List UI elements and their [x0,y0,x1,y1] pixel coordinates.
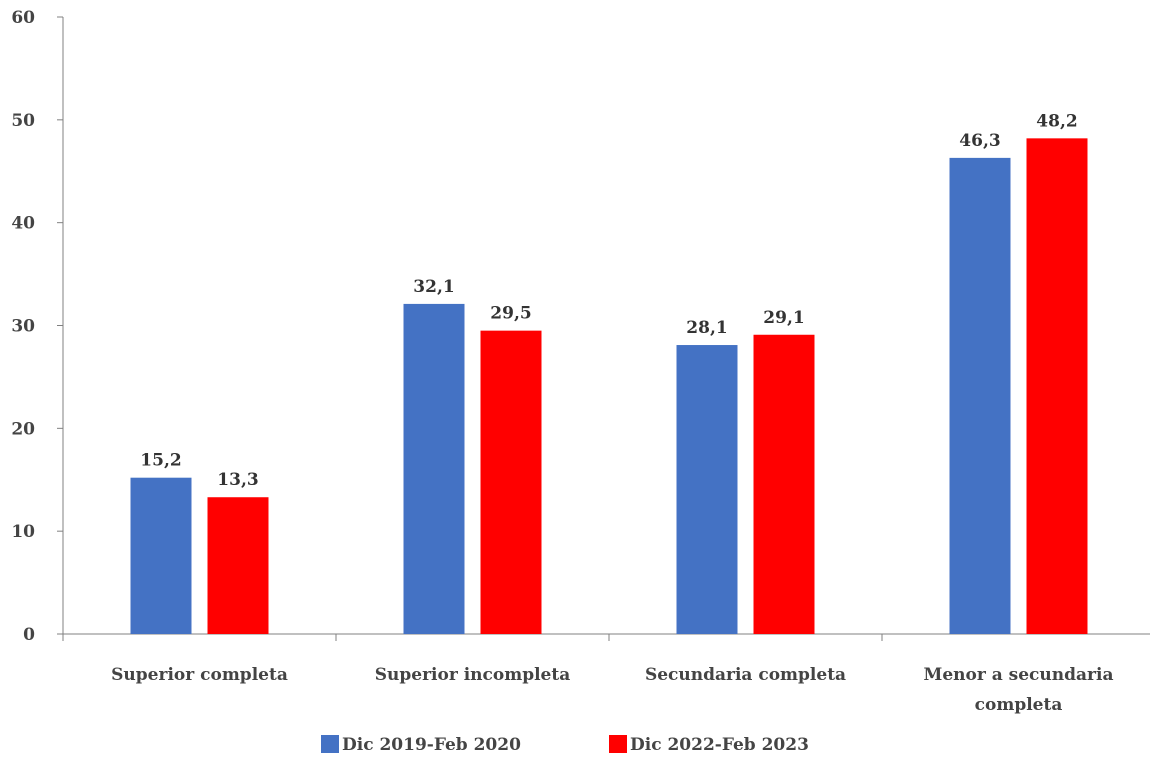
x-tick-label: Menor a secundaria [924,665,1114,685]
bar [1026,138,1088,635]
y-tick-label: 20 [11,419,35,439]
data-label: 13,3 [217,470,258,490]
data-label: 32,1 [413,277,454,297]
y-tick-label: 50 [11,111,35,131]
bar [403,303,465,634]
x-tick-label: Superior completa [111,665,288,685]
bar [753,334,815,634]
y-tick-label: 60 [11,8,35,28]
bar [130,477,192,634]
y-tick-label: 30 [11,317,35,337]
y-tick-label: 40 [11,214,35,234]
legend: Dic 2019-Feb 2020 Dic 2022-Feb 2023 [321,735,809,755]
legend-label: Dic 2022-Feb 2023 [630,735,809,755]
data-label: 28,1 [686,318,727,338]
legend-swatch [609,735,627,753]
bars [130,138,1088,635]
data-label: 29,1 [763,308,804,328]
data-label: 15,2 [140,451,181,471]
legend-label: Dic 2019-Feb 2020 [342,735,521,755]
y-tick-label: 10 [11,522,35,542]
x-tick-label: Secundaria completa [645,665,846,685]
bar [480,330,542,634]
y-tick-label: 0 [23,625,35,645]
data-label: 48,2 [1036,111,1077,131]
x-tick-label: Superior incompleta [375,665,571,685]
bar [207,497,269,634]
data-label: 29,5 [490,304,531,324]
bar [676,345,738,634]
data-label: 46,3 [959,131,1000,151]
x-tick-label: completa [975,695,1063,715]
bar [949,157,1011,635]
axes: 0 10 20 30 40 50 60 Superior completa Superior i… [11,8,1150,715]
data-labels: 15,2 13,3 32,1 29,5 28,1 29,1 46,3 48,2 [140,111,1077,490]
legend-swatch [321,735,339,753]
